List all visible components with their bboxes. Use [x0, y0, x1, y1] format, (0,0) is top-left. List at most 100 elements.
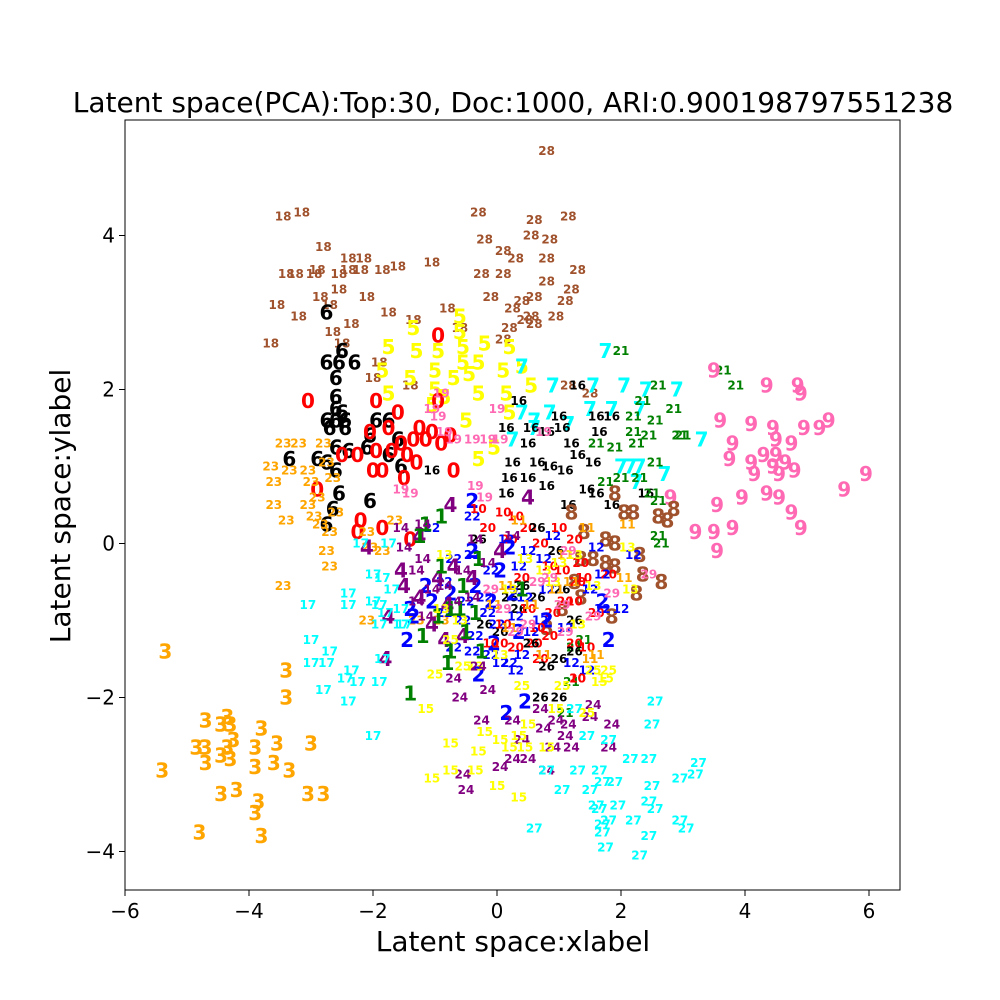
point-cluster-9: 9 — [859, 462, 873, 486]
point-cluster-7: 7 — [506, 428, 520, 452]
point-cluster-17: 17 — [371, 598, 388, 612]
point-cluster-24: 24 — [535, 721, 552, 735]
point-cluster-1: 1 — [440, 651, 454, 675]
point-cluster-2: 2 — [493, 558, 507, 582]
point-cluster-0: 0 — [406, 428, 420, 452]
point-cluster-3: 3 — [270, 732, 284, 756]
point-cluster-24: 24 — [458, 783, 475, 797]
point-cluster-28: 28 — [538, 252, 555, 266]
point-cluster-22: 22 — [464, 510, 481, 524]
point-cluster-23: 23 — [358, 525, 375, 539]
point-cluster-7: 7 — [586, 374, 600, 398]
point-cluster-29: 29 — [507, 625, 524, 639]
point-cluster-0: 0 — [301, 389, 315, 413]
point-cluster-13: 13 — [619, 540, 636, 554]
point-cluster-6: 6 — [382, 408, 396, 432]
point-cluster-13: 13 — [436, 548, 453, 562]
point-cluster-19: 19 — [489, 402, 506, 416]
point-cluster-28: 28 — [504, 302, 521, 316]
point-cluster-16: 16 — [551, 409, 568, 423]
point-cluster-12: 12 — [520, 544, 537, 558]
point-cluster-8: 8 — [574, 547, 588, 571]
point-cluster-3: 3 — [279, 659, 293, 683]
point-cluster-23: 23 — [318, 544, 335, 558]
point-cluster-17: 17 — [365, 567, 382, 581]
point-cluster-21: 21 — [613, 471, 630, 485]
point-cluster-8: 8 — [636, 562, 650, 586]
point-cluster-5: 5 — [459, 408, 473, 432]
point-cluster-9: 9 — [744, 451, 758, 475]
point-cluster-21: 21 — [647, 413, 664, 427]
point-cluster-18: 18 — [380, 306, 397, 320]
point-cluster-24: 24 — [600, 741, 617, 755]
point-cluster-1: 1 — [403, 682, 417, 706]
point-cluster-2: 2 — [425, 589, 439, 613]
point-cluster-5: 5 — [456, 351, 470, 375]
point-cluster-27: 27 — [672, 814, 689, 828]
point-cluster-0: 0 — [413, 416, 427, 440]
point-cluster-18: 18 — [439, 302, 456, 316]
point-cluster-24: 24 — [451, 691, 468, 705]
point-cluster-19: 19 — [535, 425, 552, 439]
point-cluster-16: 16 — [588, 486, 605, 500]
point-cluster-3: 3 — [248, 801, 262, 825]
point-cluster-20: 20 — [507, 640, 524, 654]
point-cluster-22: 22 — [479, 606, 496, 620]
point-cluster-21: 21 — [650, 379, 667, 393]
point-cluster-6: 6 — [332, 481, 346, 505]
point-cluster-21: 21 — [575, 633, 592, 647]
point-cluster-13: 13 — [433, 602, 450, 616]
point-cluster-23: 23 — [321, 560, 338, 574]
point-cluster-7: 7 — [515, 354, 529, 378]
point-cluster-20: 20 — [544, 606, 561, 620]
point-cluster-6: 6 — [329, 385, 343, 409]
point-cluster-0: 0 — [400, 443, 414, 467]
point-cluster-10: 10 — [495, 506, 512, 520]
point-cluster-9: 9 — [757, 443, 771, 467]
point-cluster-19: 19 — [402, 486, 419, 500]
point-cluster-27: 27 — [644, 717, 661, 731]
point-cluster-5: 5 — [375, 358, 389, 382]
point-cluster-17: 17 — [321, 644, 338, 658]
point-cluster-16: 16 — [510, 394, 527, 408]
point-cluster-18: 18 — [331, 267, 348, 281]
point-cluster-1: 1 — [431, 605, 445, 629]
point-cluster-6: 6 — [329, 458, 343, 482]
point-cluster-20: 20 — [557, 594, 574, 608]
point-cluster-19: 19 — [464, 433, 481, 447]
point-cluster-20: 20 — [501, 533, 518, 547]
y-tick-label: 2 — [102, 378, 115, 402]
point-cluster-1: 1 — [468, 601, 482, 625]
point-cluster-19: 19 — [476, 490, 493, 504]
point-cluster-23: 23 — [265, 475, 282, 489]
point-cluster-5: 5 — [453, 320, 467, 344]
point-cluster-16: 16 — [557, 463, 574, 477]
point-cluster-27: 27 — [600, 814, 617, 828]
point-cluster-3: 3 — [301, 782, 315, 806]
point-cluster-15: 15 — [470, 744, 487, 758]
point-cluster-24: 24 — [532, 702, 549, 716]
point-cluster-11: 11 — [588, 648, 605, 662]
point-cluster-9: 9 — [710, 493, 724, 517]
point-cluster-18: 18 — [278, 267, 295, 281]
point-cluster-7: 7 — [599, 339, 613, 363]
point-cluster-4: 4 — [360, 535, 374, 559]
point-cluster-26: 26 — [566, 614, 583, 628]
point-cluster-3: 3 — [199, 709, 213, 733]
point-cluster-5: 5 — [456, 335, 470, 359]
point-cluster-1: 1 — [515, 578, 529, 602]
point-cluster-27: 27 — [641, 794, 658, 808]
point-cluster-13: 13 — [535, 563, 552, 577]
point-cluster-20: 20 — [566, 533, 583, 547]
point-cluster-12: 12 — [507, 664, 524, 678]
point-cluster-12: 12 — [507, 610, 524, 624]
point-cluster-28: 28 — [582, 386, 599, 400]
point-cluster-28: 28 — [476, 232, 493, 246]
point-cluster-7: 7 — [657, 462, 671, 486]
point-cluster-12: 12 — [625, 548, 642, 562]
y-tick-label: 0 — [102, 532, 115, 556]
point-cluster-5: 5 — [471, 351, 485, 375]
point-cluster-28: 28 — [538, 144, 555, 158]
point-cluster-5: 5 — [428, 358, 442, 382]
point-cluster-15: 15 — [492, 733, 509, 747]
